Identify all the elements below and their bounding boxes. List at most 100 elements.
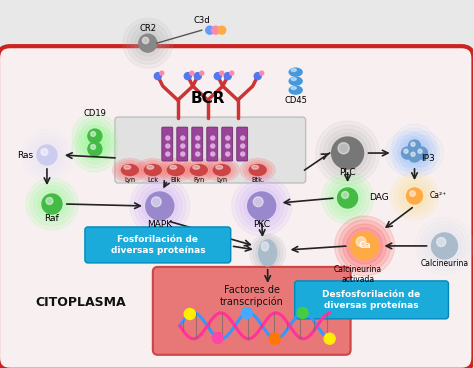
Ellipse shape xyxy=(255,238,280,268)
Circle shape xyxy=(181,144,185,148)
Circle shape xyxy=(297,307,308,318)
Ellipse shape xyxy=(170,165,177,169)
Circle shape xyxy=(135,30,161,56)
FancyBboxPatch shape xyxy=(85,227,231,263)
Text: CR2: CR2 xyxy=(139,24,156,33)
Ellipse shape xyxy=(259,240,277,266)
Circle shape xyxy=(76,130,114,168)
Text: Lck: Lck xyxy=(147,177,158,183)
Circle shape xyxy=(324,333,335,344)
Circle shape xyxy=(72,126,118,172)
Circle shape xyxy=(437,237,446,247)
Circle shape xyxy=(127,22,169,64)
Circle shape xyxy=(200,71,204,75)
Ellipse shape xyxy=(161,160,190,180)
Circle shape xyxy=(401,142,428,170)
Ellipse shape xyxy=(167,164,184,176)
FancyBboxPatch shape xyxy=(237,127,248,161)
Circle shape xyxy=(328,133,367,173)
Circle shape xyxy=(419,221,469,271)
FancyBboxPatch shape xyxy=(0,46,474,368)
Circle shape xyxy=(410,191,415,197)
Ellipse shape xyxy=(145,164,161,176)
Circle shape xyxy=(181,136,185,140)
Ellipse shape xyxy=(261,242,269,251)
Circle shape xyxy=(91,145,96,149)
Circle shape xyxy=(241,308,252,319)
Circle shape xyxy=(212,26,220,34)
Circle shape xyxy=(394,176,435,216)
Circle shape xyxy=(46,198,53,205)
Circle shape xyxy=(409,140,420,152)
Circle shape xyxy=(146,192,174,220)
Circle shape xyxy=(166,152,170,156)
Circle shape xyxy=(206,26,214,34)
Ellipse shape xyxy=(187,163,210,177)
Ellipse shape xyxy=(112,159,147,181)
Ellipse shape xyxy=(250,234,286,272)
Circle shape xyxy=(84,138,106,160)
Text: Raf: Raf xyxy=(45,215,59,223)
Circle shape xyxy=(404,149,408,153)
Ellipse shape xyxy=(291,69,296,71)
Circle shape xyxy=(416,217,474,275)
Circle shape xyxy=(404,136,425,156)
FancyBboxPatch shape xyxy=(153,267,351,355)
Circle shape xyxy=(80,121,110,151)
Circle shape xyxy=(232,176,292,236)
Circle shape xyxy=(404,146,425,166)
Circle shape xyxy=(184,308,195,319)
Text: Factores de
transcripción: Factores de transcripción xyxy=(220,285,283,307)
Text: C3d: C3d xyxy=(193,16,210,25)
Ellipse shape xyxy=(124,165,131,169)
Circle shape xyxy=(151,197,161,207)
Circle shape xyxy=(356,237,366,247)
Ellipse shape xyxy=(246,163,269,177)
FancyBboxPatch shape xyxy=(192,127,203,161)
Circle shape xyxy=(196,152,200,156)
Ellipse shape xyxy=(193,165,200,169)
Ellipse shape xyxy=(147,165,154,169)
Circle shape xyxy=(34,186,70,222)
Circle shape xyxy=(385,131,429,175)
Circle shape xyxy=(42,194,62,214)
Circle shape xyxy=(322,172,374,224)
Circle shape xyxy=(160,71,164,75)
Ellipse shape xyxy=(249,164,266,176)
FancyBboxPatch shape xyxy=(207,127,218,161)
Circle shape xyxy=(392,124,437,168)
Ellipse shape xyxy=(204,159,239,181)
Circle shape xyxy=(337,188,357,208)
Circle shape xyxy=(431,233,457,259)
Circle shape xyxy=(411,142,415,146)
Ellipse shape xyxy=(136,159,170,181)
Circle shape xyxy=(196,136,200,140)
Circle shape xyxy=(408,139,436,167)
Circle shape xyxy=(155,72,161,79)
Circle shape xyxy=(253,197,263,207)
Circle shape xyxy=(428,229,462,263)
Circle shape xyxy=(329,180,365,216)
FancyBboxPatch shape xyxy=(115,117,306,183)
Ellipse shape xyxy=(190,164,207,176)
Ellipse shape xyxy=(216,165,223,169)
Circle shape xyxy=(241,144,245,148)
Circle shape xyxy=(409,150,420,162)
Circle shape xyxy=(260,71,264,75)
Circle shape xyxy=(401,132,428,160)
Text: BCR: BCR xyxy=(191,91,225,106)
Circle shape xyxy=(134,180,186,232)
Text: Btk.: Btk. xyxy=(251,177,264,183)
Circle shape xyxy=(181,152,185,156)
Circle shape xyxy=(397,138,432,174)
Circle shape xyxy=(332,137,364,169)
Ellipse shape xyxy=(289,68,302,76)
FancyBboxPatch shape xyxy=(222,127,233,161)
Ellipse shape xyxy=(240,159,275,181)
Circle shape xyxy=(214,72,221,79)
Circle shape xyxy=(391,172,438,220)
Circle shape xyxy=(220,71,224,75)
Circle shape xyxy=(184,72,191,79)
Text: Lyn: Lyn xyxy=(124,177,136,183)
Circle shape xyxy=(211,136,215,140)
